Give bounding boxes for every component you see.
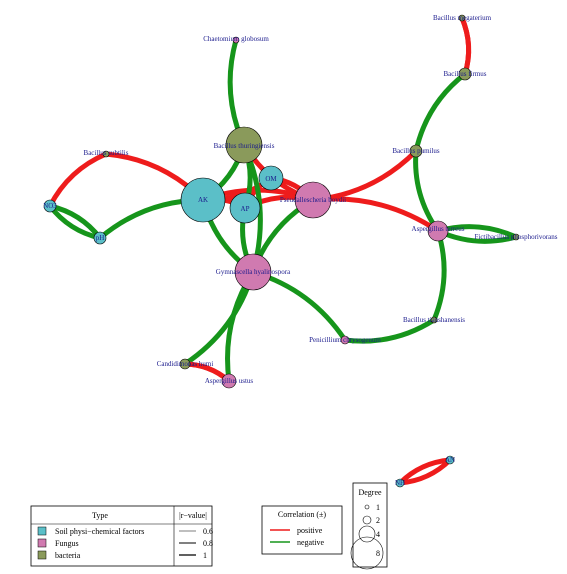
legend-degree-circle-8 [350, 536, 384, 570]
edge-b_firmus-b_pumilus [413, 71, 468, 154]
node-penicillium [340, 335, 350, 345]
node-label-b_subtilis: Bacillus subtilis [84, 149, 129, 157]
node-label-nh: NH [395, 479, 405, 487]
node-label-candidimonas: Candidimonas humi [157, 360, 214, 368]
legend-degree-box: Degree 1 2 4 8 [350, 482, 388, 570]
node-label-ap: AP [241, 205, 250, 213]
node-b_thuringiensis [225, 126, 263, 164]
node-ak [180, 177, 226, 223]
edge-nh-an-parallel [397, 457, 453, 486]
node-gymnascella [234, 253, 272, 291]
legend-degree-4: 4 [376, 530, 380, 539]
legend-swatch-soil [37, 526, 47, 536]
edge-b_megaterium-b_firmus-parallel [459, 15, 472, 77]
node-candidimonas [179, 358, 191, 370]
legend-swatch-bacteria [37, 550, 47, 560]
node-nh [395, 478, 405, 488]
node-label-a_terreus: Aspergillus terreus [412, 225, 465, 233]
legend-degree-8: 8 [376, 549, 380, 558]
node-b_pumilus [409, 144, 423, 158]
legend-degree-circle-1 [364, 504, 370, 510]
legend-type-box: Type |r−value| Soil physi−chemical facto… [30, 505, 213, 567]
legend-degree-circle-4 [358, 525, 376, 543]
legend-degree-title: Degree [358, 488, 382, 497]
node-label-chaetomium: Chaetomium globosum [203, 35, 269, 43]
node-label-b_thuringiensis: Bacillus thuringiensis [214, 142, 275, 150]
node-chaetomium [232, 36, 240, 44]
node-b_megaterium [458, 14, 466, 22]
edge-penicillium-b_tianshanensis [342, 317, 437, 344]
node-label-an: AN [445, 456, 455, 464]
legend-correlation-title: Correlation (±) [278, 510, 326, 519]
node-no3 [43, 199, 57, 213]
node-label-ph: pH [96, 234, 105, 242]
legend-rvalue-1: 0.8 [203, 539, 213, 548]
node-b_tianshanensis [430, 316, 438, 324]
legend-type-title: Type [92, 511, 108, 520]
node-label-b_pumilus: Bacillus pumilus [392, 147, 440, 155]
legend-type-bacteria-label: bacteria [55, 551, 81, 560]
node-label-fictibacillus: Fictibacillus phosphorivorans [474, 233, 557, 241]
node-ph [93, 231, 107, 245]
node-ap [229, 192, 261, 224]
edge-no3-ph [47, 203, 103, 241]
legend-negative-label: negative [297, 538, 325, 547]
node-label-gymnascella: Gymnascella hyalinospora [216, 268, 291, 276]
legend-correlation-box: Correlation (±) positive negative [261, 505, 343, 555]
legend-rvalue-2: 1 [203, 551, 207, 560]
node-b_firmus [458, 67, 472, 81]
legend-type-fungus-label: Fungus [55, 539, 79, 548]
edge-nh-an [397, 457, 453, 486]
node-label-b_megaterium: Bacillus megaterium [433, 14, 492, 22]
node-label-b_firmus: Bacillus firmus [444, 70, 487, 78]
legend-positive-label: positive [297, 526, 323, 535]
legend-degree-2: 2 [376, 516, 380, 525]
node-label-ak: AK [198, 196, 208, 204]
edge-b_subtilis-no3 [47, 151, 109, 209]
node-layer [43, 14, 520, 488]
node-pseudallescheria [294, 181, 332, 219]
legend-degree-1: 1 [376, 503, 380, 512]
node-label-no3: NO3 [43, 202, 57, 210]
node-a_ustus [221, 373, 237, 389]
node-om [258, 165, 284, 191]
edge-no3-ph-parallel [47, 203, 103, 241]
node-fictibacillus [512, 233, 520, 241]
label-layer: Chaetomium globosum Bacillus megaterium Ba… [43, 14, 558, 487]
node-label-a_ustus: Aspergillus ustus [205, 377, 254, 385]
node-b_subtilis [102, 150, 110, 158]
edge-layer [47, 15, 519, 486]
node-label-b_tianshanensis: Bacillus tianshanensis [403, 316, 465, 324]
edge-a_terreus-b_tianshanensis [431, 228, 447, 323]
legend-swatch-fungus [37, 538, 47, 548]
legend-rvalue-0: 0.6 [203, 527, 213, 536]
node-label-pseudallescheria: Pseudallescheria boydii [280, 196, 346, 204]
node-a_terreus [427, 220, 449, 242]
node-an [445, 455, 455, 465]
node-label-penicillium: Penicillium chrysogenum [309, 336, 381, 344]
node-label-om: OM [265, 175, 277, 183]
legend-type-soil-label: Soil physi−chemical factors [55, 527, 144, 536]
legend-degree-circle-2 [362, 515, 372, 525]
legend-rvalue-title: |r−value| [179, 511, 207, 520]
